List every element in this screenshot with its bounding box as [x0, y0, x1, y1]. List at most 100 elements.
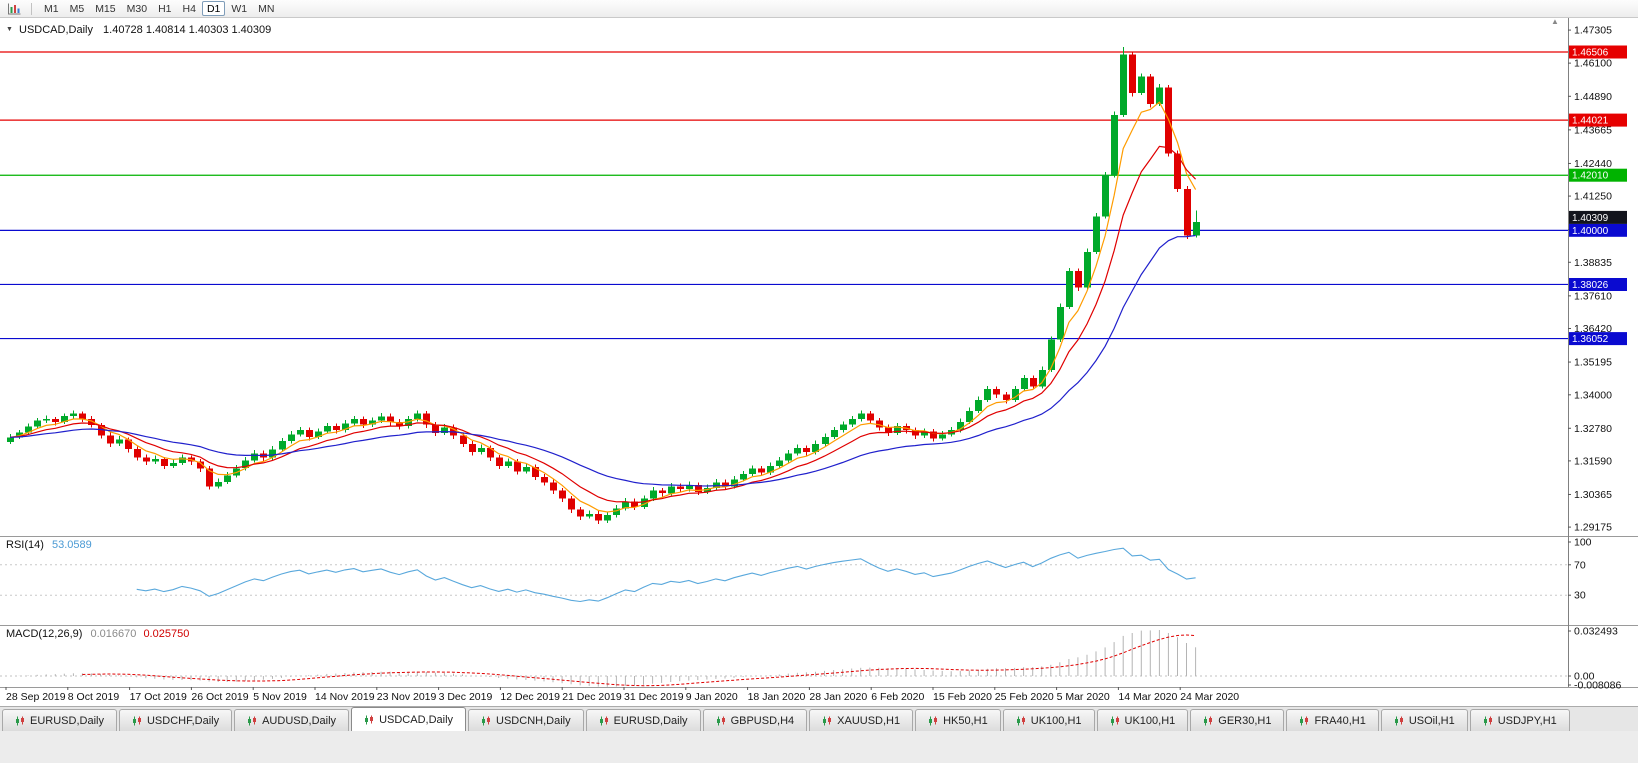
ma-25-line [9, 234, 1196, 487]
tab-uk100-h1[interactable]: UK100,H1 [1096, 709, 1189, 731]
chart-area[interactable]: 1.47305 1.46100 1.44890 1.43665 1.42440 1.412… [0, 18, 1638, 706]
toolbar-separator [31, 2, 32, 15]
tab-gbpusd-h4[interactable]: GBPUSD,H4 [702, 709, 808, 731]
tab-usdjpy-h1[interactable]: USDJPY,H1 [1469, 709, 1570, 731]
tab-audusd-daily[interactable]: AUDUSD,Daily [234, 709, 350, 731]
scroll-up-icon[interactable] [1551, 18, 1559, 26]
mini-chart-icon [15, 716, 25, 726]
timeframe-button-h4[interactable]: H4 [182, 3, 196, 15]
svg-text:0.032493: 0.032493 [1574, 626, 1618, 638]
mini-chart-icon [928, 716, 938, 726]
svg-text:3 Dec 2019: 3 Dec 2019 [439, 691, 493, 703]
tab-label: USOil,H1 [1408, 714, 1455, 727]
mini-chart-icon [1016, 716, 1026, 726]
svg-text:17 Oct 2019: 17 Oct 2019 [130, 691, 187, 703]
svg-text:1.44890: 1.44890 [1574, 91, 1612, 103]
svg-text:1.34000: 1.34000 [1574, 389, 1612, 401]
tab-label: EURUSD,Daily [613, 714, 688, 727]
mini-chart-icon [1394, 716, 1404, 726]
svg-text:1.43665: 1.43665 [1574, 124, 1612, 136]
svg-text:-0.008086: -0.008086 [1574, 680, 1621, 692]
horizontal-lines[interactable] [0, 51, 1568, 340]
timeframe-button-d1[interactable]: D1 [201, 1, 226, 16]
svg-text:5 Mar 2020: 5 Mar 2020 [1057, 691, 1110, 703]
svg-text:8 Oct 2019: 8 Oct 2019 [68, 691, 120, 703]
mini-chart-icon [822, 716, 832, 726]
svg-text:28 Jan 2020: 28 Jan 2020 [809, 691, 867, 703]
tab-label: USDJPY,H1 [1497, 714, 1557, 727]
symbol-dropdown-icon[interactable] [6, 24, 13, 36]
timeframe-button-m30[interactable]: M30 [126, 3, 148, 15]
tab-label: UK100,H1 [1124, 714, 1176, 727]
timeframe-button-m5[interactable]: M5 [69, 3, 85, 15]
tab-label: USDCAD,Daily [379, 713, 454, 726]
tab-label: XAUUSD,H1 [837, 714, 901, 727]
svg-text:31 Dec 2019: 31 Dec 2019 [624, 691, 684, 703]
ma-10-line [9, 145, 1197, 504]
pane-separators [0, 18, 1638, 688]
tab-eurusd-daily[interactable]: EURUSD,Daily [585, 709, 701, 731]
rsi-label-row: RSI(14) 53.0589 [6, 539, 92, 551]
mini-chart-icon [1203, 716, 1213, 726]
svg-text:1.37610: 1.37610 [1574, 290, 1612, 302]
rsi-value: 53.0589 [51, 539, 92, 551]
tab-uk100-h1[interactable]: UK100,H1 [1002, 709, 1095, 731]
timeframe-button-mn[interactable]: MN [258, 3, 275, 15]
svg-text:1.40309: 1.40309 [1572, 213, 1609, 224]
svg-text:1.38835: 1.38835 [1574, 257, 1612, 269]
svg-text:28 Sep 2019: 28 Sep 2019 [6, 691, 66, 703]
macd-signal-value: 0.025750 [143, 628, 190, 640]
tab-fra40-h1[interactable]: FRA40,H1 [1286, 709, 1379, 731]
tab-label: AUDUSD,Daily [262, 714, 337, 727]
tab-ger30-h1[interactable]: GER30,H1 [1190, 709, 1285, 731]
svg-text:1.36052: 1.36052 [1572, 334, 1609, 345]
timeframe-button-h1[interactable]: H1 [158, 3, 172, 15]
timeframe-button-m15[interactable]: M15 [95, 3, 116, 15]
svg-text:15 Feb 2020: 15 Feb 2020 [933, 691, 992, 703]
tab-label: USDCNH,Daily [496, 714, 571, 727]
svg-text:1.44021: 1.44021 [1572, 116, 1609, 127]
svg-text:1.32780: 1.32780 [1574, 423, 1612, 435]
chart-tabs: EURUSD,Daily USDCHF,Daily AUDUSD,Daily USDC… [0, 706, 1638, 731]
svg-text:1.30365: 1.30365 [1574, 489, 1612, 501]
time-axis[interactable]: 28 Sep 2019 8 Oct 2019 17 Oct 2019 26 Oct 2… [5, 687, 1239, 703]
svg-text:21 Dec 2019: 21 Dec 2019 [562, 691, 622, 703]
mini-chart-icon [1483, 716, 1493, 726]
tab-usoil-h1[interactable]: USOil,H1 [1380, 709, 1468, 731]
svg-text:6 Feb 2020: 6 Feb 2020 [871, 691, 924, 703]
timeframe-button-m1[interactable]: M1 [44, 3, 59, 15]
svg-text:0.00: 0.00 [1574, 671, 1595, 683]
tab-usdcad-daily[interactable]: USDCAD,Daily [351, 707, 467, 731]
chart-title-row: USDCAD,Daily 1.40728 1.40814 1.40303 1.4… [6, 24, 271, 36]
chart-title: USDCAD,Daily [19, 24, 93, 36]
chart-icon-glyph [8, 3, 21, 14]
mini-chart-icon [599, 716, 609, 726]
candlestick-series [7, 47, 1200, 524]
svg-text:1.29175: 1.29175 [1574, 522, 1612, 534]
mini-chart-icon [1299, 716, 1309, 726]
tab-xauusd-h1[interactable]: XAUUSD,H1 [809, 709, 914, 731]
svg-text:1.38026: 1.38026 [1572, 280, 1609, 291]
tab-label: HK50,H1 [943, 714, 988, 727]
chart-ohlc: 1.40728 1.40814 1.40303 1.40309 [103, 24, 272, 36]
mini-chart-icon [247, 716, 257, 726]
svg-text:1.35195: 1.35195 [1574, 357, 1612, 369]
tab-hk50-h1[interactable]: HK50,H1 [915, 709, 1001, 731]
timeframe-buttons: M1 M5 M15 M30 H1 H4 D1 W1 MN [39, 1, 279, 16]
mini-chart-icon [1110, 716, 1120, 726]
macd-signal-line [82, 634, 1196, 687]
timeframe-button-w1[interactable]: W1 [231, 3, 248, 15]
tab-label: USDCHF,Daily [146, 714, 220, 727]
tab-eurusd-daily[interactable]: EURUSD,Daily [2, 709, 117, 731]
chart-icon[interactable] [4, 3, 24, 15]
price-chart[interactable]: 1.47305 1.46100 1.44890 1.43665 1.42440 1.412… [0, 18, 1638, 706]
svg-text:1.31590: 1.31590 [1574, 455, 1612, 467]
macd-label: MACD(12,26,9) [6, 628, 83, 640]
svg-text:26 Oct 2019: 26 Oct 2019 [191, 691, 248, 703]
svg-text:1.42440: 1.42440 [1574, 158, 1612, 170]
tab-usdcnh-daily[interactable]: USDCNH,Daily [468, 709, 584, 731]
tab-usdchf-daily[interactable]: USDCHF,Daily [118, 709, 233, 731]
status-strip [0, 731, 1638, 763]
rsi-pane: 100 70 30 [0, 537, 1592, 603]
